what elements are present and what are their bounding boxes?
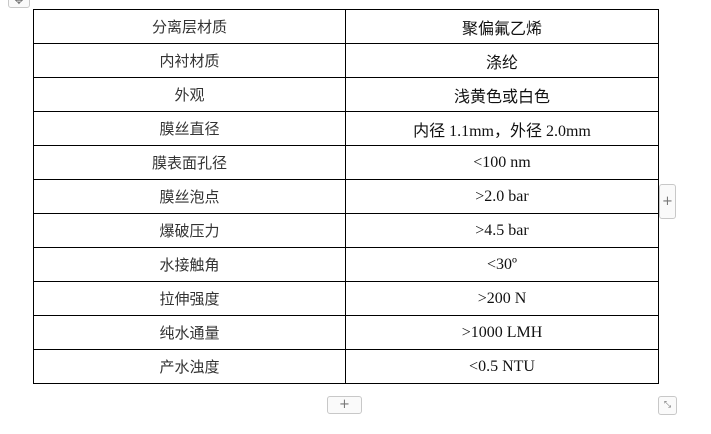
- property-label[interactable]: 膜表面孔径: [33, 145, 346, 180]
- property-label[interactable]: 纯水通量: [33, 315, 346, 350]
- property-label[interactable]: 膜丝泡点: [33, 179, 346, 214]
- table-row: 水接触角 <30º: [33, 247, 659, 282]
- property-label[interactable]: 膜丝直径: [33, 111, 346, 146]
- table-row: 内衬材质 涤纶: [33, 43, 659, 78]
- table-row: 膜表面孔径 <100 nm: [33, 145, 659, 180]
- table-row: 产水浊度 <0.5 NTU: [33, 349, 659, 384]
- property-value[interactable]: 聚偏氟乙烯: [345, 9, 659, 44]
- table-row: 纯水通量 >1000 LMH: [33, 315, 659, 350]
- plus-icon: +: [339, 397, 350, 412]
- table-resize-handle[interactable]: ⤡: [658, 396, 677, 415]
- table-row: 膜丝直径 内径 1.1mm，外径 2.0mm: [33, 111, 659, 146]
- property-label[interactable]: 爆破压力: [33, 213, 346, 248]
- table-row: 膜丝泡点 >2.0 bar: [33, 179, 659, 214]
- property-label[interactable]: 分离层材质: [33, 9, 346, 44]
- property-label[interactable]: 外观: [33, 77, 346, 112]
- property-value[interactable]: >2.0 bar: [345, 179, 659, 214]
- table-row: 分离层材质 聚偏氟乙烯: [33, 9, 659, 44]
- property-value[interactable]: 浅黄色或白色: [345, 77, 659, 112]
- property-label[interactable]: 水接触角: [33, 247, 346, 282]
- property-value[interactable]: 内径 1.1mm，外径 2.0mm: [345, 111, 659, 146]
- table-row: 拉伸强度 >200 N: [33, 281, 659, 316]
- table-row: 爆破压力 >4.5 bar: [33, 213, 659, 248]
- property-value[interactable]: <30º: [345, 247, 659, 282]
- property-label[interactable]: 产水浊度: [33, 349, 346, 384]
- table-move-handle[interactable]: ✥: [8, 0, 30, 8]
- resize-icon: ⤡: [663, 400, 672, 410]
- property-value[interactable]: <0.5 NTU: [345, 349, 659, 384]
- properties-table: 分离层材质 聚偏氟乙烯 内衬材质 涤纶 外观 浅黄色或白色 膜丝直径 内径 1.1mm，外径 …: [33, 9, 659, 384]
- property-label[interactable]: 内衬材质: [33, 43, 346, 78]
- add-column-button[interactable]: +: [659, 184, 676, 219]
- table-row: 外观 浅黄色或白色: [33, 77, 659, 112]
- property-value[interactable]: >4.5 bar: [345, 213, 659, 248]
- property-value[interactable]: >200 N: [345, 281, 659, 316]
- plus-icon: +: [662, 194, 673, 209]
- property-value[interactable]: <100 nm: [345, 145, 659, 180]
- property-value[interactable]: >1000 LMH: [345, 315, 659, 350]
- property-label[interactable]: 拉伸强度: [33, 281, 346, 316]
- move-icon: ✥: [14, 0, 24, 7]
- property-value[interactable]: 涤纶: [345, 43, 659, 78]
- add-row-button[interactable]: +: [327, 396, 362, 414]
